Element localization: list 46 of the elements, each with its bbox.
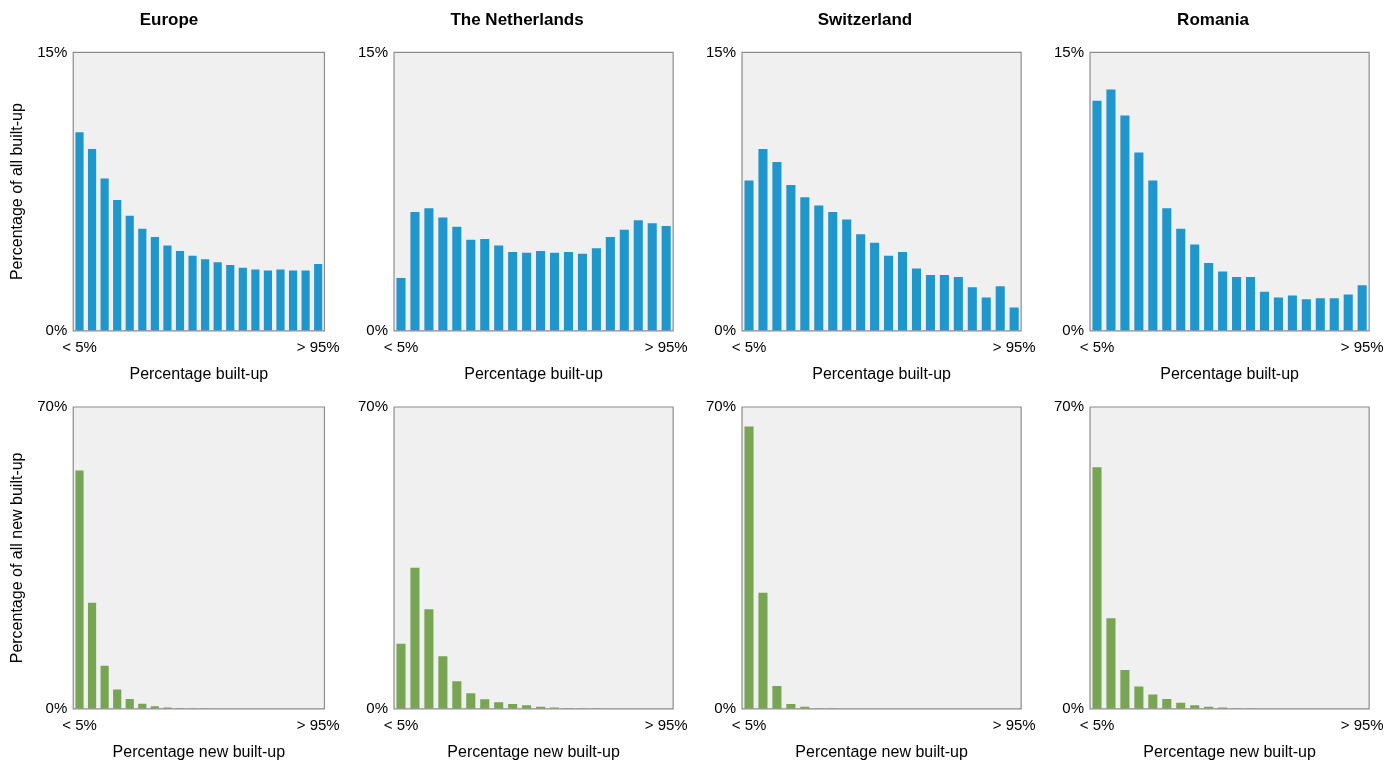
x-tick-label: < 5% bbox=[383, 715, 419, 733]
x-axis-title: Percentage built-up bbox=[812, 364, 952, 382]
y-tick-label: 70% bbox=[357, 397, 389, 415]
y-tick-label: 15% bbox=[357, 42, 389, 60]
x-axis-title: Percentage new built-up bbox=[112, 742, 286, 760]
x-tick-label: < 5% bbox=[62, 337, 97, 355]
chart-title: Europe bbox=[139, 9, 199, 29]
y-tick-label: 15% bbox=[1053, 42, 1085, 60]
x-tick-label: < 5% bbox=[1079, 337, 1115, 355]
x-axis-title: Percentage new built-up bbox=[447, 742, 620, 760]
y-tick-label: 0% bbox=[366, 698, 389, 716]
chart-title: The Netherlands bbox=[450, 9, 584, 29]
chart-title: Switzerland bbox=[817, 9, 913, 29]
x-tick-label: < 5% bbox=[731, 337, 767, 355]
x-axis-title: Percentage new built-up bbox=[795, 742, 968, 760]
y-tick-label: 0% bbox=[1062, 320, 1085, 338]
y-tick-label: 70% bbox=[37, 397, 68, 415]
y-tick-label: 15% bbox=[705, 42, 737, 60]
x-tick-label: > 95% bbox=[296, 715, 340, 733]
x-tick-label: > 95% bbox=[992, 715, 1036, 733]
y-axis-title: Percentage of all built-up bbox=[8, 103, 26, 281]
y-tick-label: 0% bbox=[1062, 698, 1085, 716]
x-tick-label: < 5% bbox=[1079, 715, 1115, 733]
x-tick-label: > 95% bbox=[1340, 337, 1384, 355]
y-tick-label: 0% bbox=[45, 698, 68, 716]
y-tick-label: 15% bbox=[37, 42, 68, 60]
y-tick-label: 0% bbox=[714, 698, 737, 716]
x-axis-title: Percentage built-up bbox=[129, 364, 269, 382]
x-tick-label: > 95% bbox=[644, 337, 688, 355]
y-tick-label: 0% bbox=[714, 320, 737, 338]
y-axis-title: Percentage of all new built-up bbox=[8, 452, 26, 664]
chart-title: Romania bbox=[1177, 9, 1250, 29]
x-tick-label: < 5% bbox=[383, 337, 419, 355]
x-axis-title: Percentage built-up bbox=[464, 364, 604, 382]
x-tick-label: < 5% bbox=[731, 715, 767, 733]
y-tick-label: 0% bbox=[366, 320, 389, 338]
x-tick-label: > 95% bbox=[644, 715, 688, 733]
y-tick-label: 70% bbox=[1053, 397, 1085, 415]
y-tick-label: 70% bbox=[705, 397, 737, 415]
x-tick-label: > 95% bbox=[1340, 715, 1384, 733]
x-tick-label: > 95% bbox=[296, 337, 340, 355]
x-tick-label: < 5% bbox=[62, 715, 97, 733]
y-tick-label: 0% bbox=[45, 320, 68, 338]
x-tick-label: > 95% bbox=[992, 337, 1036, 355]
x-axis-title: Percentage new built-up bbox=[1143, 742, 1316, 760]
x-axis-title: Percentage built-up bbox=[1160, 364, 1300, 382]
